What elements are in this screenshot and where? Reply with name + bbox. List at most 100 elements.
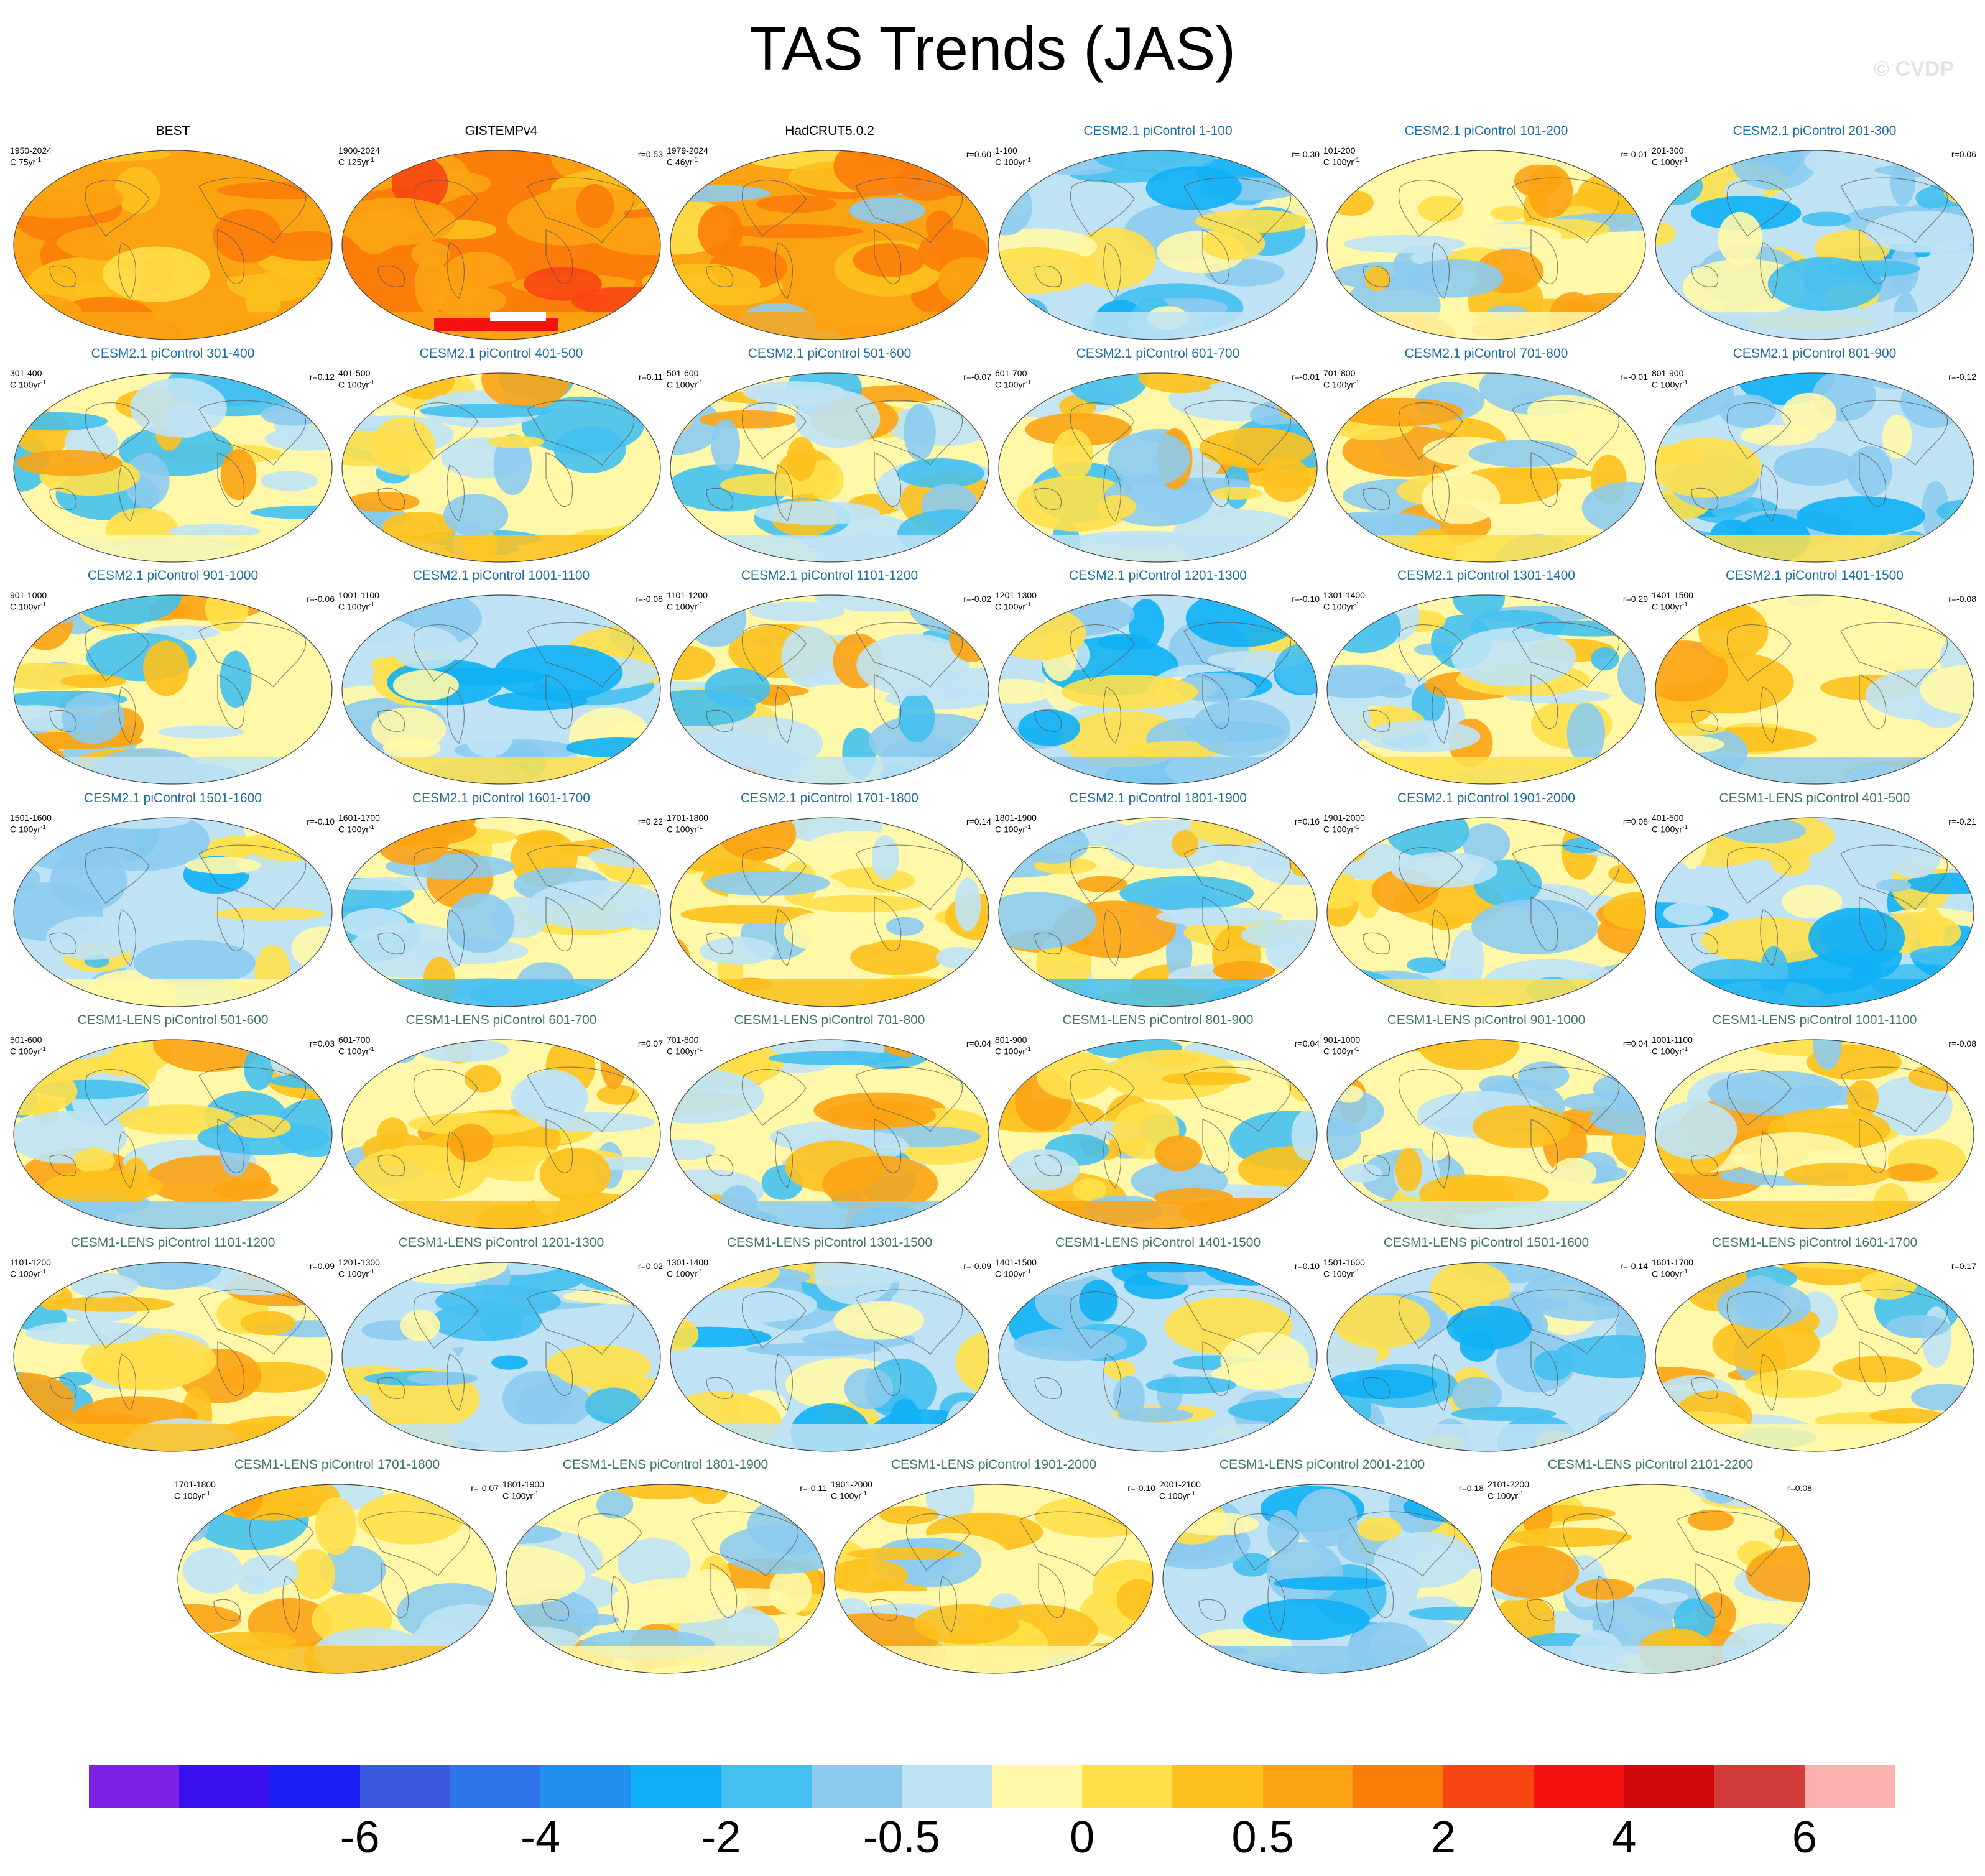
units-exponent: -1 <box>1518 1490 1524 1497</box>
robinson-map <box>13 1039 333 1229</box>
map-panel: CESM1-LENS piControl 801-900 801-900 C 100… <box>994 1013 1322 1231</box>
colorbar-swatch <box>901 1765 992 1808</box>
colorbar-tick-label: -0.5 <box>863 1813 940 1862</box>
panel-title: CESM1-LENS piControl 1301-1500 <box>726 1235 933 1250</box>
panel-units-label: C 100yr <box>338 601 369 612</box>
panel-units-label: C 100yr <box>174 1490 205 1501</box>
panel-units: C 100yr-1 <box>1323 600 1359 612</box>
panel-correlation: r=-0.06 <box>307 594 335 604</box>
robinson-map <box>998 594 1318 785</box>
panel-units-label: C 100yr <box>10 601 41 612</box>
panel-units: C 100yr-1 <box>995 823 1031 834</box>
colorbar <box>89 1765 1895 1808</box>
panel-correlation: r=0.11 <box>638 371 663 382</box>
units-exponent: -1 <box>40 1268 46 1275</box>
colorbar-tick-label: 0.5 <box>1231 1813 1294 1862</box>
panel-years: 1401-1500 <box>995 1257 1037 1267</box>
panel-title: CESM1-LENS piControl 1901-2000 <box>891 1458 1097 1472</box>
panel-correlation: r=0.53 <box>637 149 663 159</box>
panel-units: C 100yr-1 <box>1323 378 1359 390</box>
figure-title: TAS Trends (JAS) <box>749 14 1236 83</box>
panel-title: CESM2.1 piControl 1401-1500 <box>1725 568 1904 583</box>
panel-years: 1101-1200 <box>10 1257 51 1267</box>
map-panel: CESM1-LENS piControl 2001-2100 2001-2100 C… <box>1158 1458 1486 1676</box>
panel-years: 501-600 <box>10 1035 42 1045</box>
map-panel: CESM1-LENS piControl 401-500 401-500 C 100… <box>1650 790 1979 1009</box>
units-exponent: -1 <box>1354 157 1359 164</box>
panel-units: C 100yr-1 <box>1652 378 1688 390</box>
panel-units-label: C 46yr <box>667 157 693 167</box>
panel-title: CESM2.1 piControl 601-700 <box>1076 346 1240 361</box>
robinson-map <box>1655 150 1974 340</box>
units-exponent: -1 <box>1682 157 1688 164</box>
panel-title: CESM2.1 piControl 801-900 <box>1733 346 1897 361</box>
panel-units-label: C 100yr <box>667 601 698 612</box>
robinson-map <box>341 372 661 563</box>
map-panel: CESM1-LENS piControl 2101-2200 2101-2200 C… <box>1486 1458 1815 1676</box>
panel-units: C 100yr-1 <box>1652 1267 1688 1279</box>
panel-correlation: r=-0.02 <box>963 594 991 604</box>
panel-units: C 100yr-1 <box>502 1489 539 1501</box>
panel-years: 1201-1300 <box>995 590 1037 600</box>
panel-units: C 100yr-1 <box>1323 823 1359 834</box>
panel-units-label: C 100yr <box>10 1046 41 1056</box>
units-exponent: -1 <box>697 1268 703 1275</box>
panel-title: CESM2.1 piControl 1801-1900 <box>1068 790 1247 805</box>
panel-units-label: C 100yr <box>1323 1046 1354 1056</box>
panel-correlation: r=0.60 <box>966 149 991 159</box>
panel-title: CESM1-LENS piControl 701-800 <box>734 1013 925 1027</box>
panel-units-label: C 100yr <box>1323 157 1354 167</box>
panel-title: CESM2.1 piControl 1701-1800 <box>740 790 918 805</box>
map-panel: CESM1-LENS piControl 901-1000 901-1000 C 1… <box>1322 1013 1650 1231</box>
units-exponent: -1 <box>533 1490 539 1497</box>
map-panel: HadCRUT5.0.2 1979-2024 C 46yr-1 r=0.60 <box>665 124 994 342</box>
colorbar-swatch <box>1262 1765 1354 1808</box>
colorbar-tick-label: 0 <box>1070 1813 1095 1862</box>
panel-units-label: C 100yr <box>1323 379 1354 390</box>
panel-correlation: r=-0.07 <box>471 1483 499 1493</box>
robinson-map <box>13 816 333 1007</box>
panel-units: C 100yr-1 <box>995 1045 1031 1056</box>
panel-correlation: r=0.04 <box>1622 1038 1648 1048</box>
robinson-map <box>341 150 661 340</box>
panel-units-label: C 100yr <box>10 1268 41 1279</box>
panel-years: 1-100 <box>995 146 1017 155</box>
panel-units: C 100yr-1 <box>1323 1267 1359 1279</box>
robinson-map <box>1655 1039 1974 1229</box>
panel-title: CESM1-LENS piControl 1801-1900 <box>562 1458 769 1472</box>
panel-units: C 100yr-1 <box>995 155 1031 167</box>
map-panel: GISTEMPv4 1900-2024 C 125yr-1 r=0.53 <box>337 124 665 342</box>
panel-units-label: C 100yr <box>502 1490 534 1501</box>
panel-years: 1900-2024 <box>338 146 380 155</box>
panel-years: 1301-1400 <box>667 1257 708 1267</box>
map-panel: CESM1-LENS piControl 1801-1900 1801-1900 C… <box>501 1458 830 1676</box>
panel-years: 1101-1200 <box>667 590 708 600</box>
panel-years: 1001-1100 <box>338 590 379 600</box>
panel-years: 1601-1700 <box>338 812 380 823</box>
panel-units: C 100yr-1 <box>10 823 46 834</box>
panel-title: BEST <box>155 124 190 138</box>
units-exponent: -1 <box>1682 1268 1688 1275</box>
panel-title: CESM1-LENS piControl 2001-2100 <box>1219 1458 1425 1472</box>
panel-correlation: r=-0.07 <box>963 371 991 382</box>
panel-title: CESM1-LENS piControl 801-900 <box>1062 1013 1254 1027</box>
colorbar-swatch <box>269 1765 361 1808</box>
map-panel: CESM2.1 piControl 1301-1400 1301-1400 C 10… <box>1322 568 1650 787</box>
units-exponent: -1 <box>1025 823 1031 831</box>
units-exponent: -1 <box>40 823 46 831</box>
panel-correlation: r=-0.01 <box>1620 149 1648 159</box>
panel-units: C 100yr-1 <box>10 600 46 612</box>
panel-correlation: r=0.08 <box>1622 816 1648 826</box>
colorbar-swatch <box>1172 1765 1264 1808</box>
panel-correlation: r=-0.08 <box>1948 1038 1976 1048</box>
colorbar-tick-label: -4 <box>520 1813 561 1862</box>
panel-units-label: C 100yr <box>1652 1046 1683 1056</box>
panel-title: CESM1-LENS piControl 2101-2200 <box>1547 1458 1754 1472</box>
robinson-map <box>834 1484 1154 1674</box>
panel-title: CESM1-LENS piControl 401-500 <box>1719 790 1910 805</box>
map-panel: BEST 1950-2024 C 75yr-1 <box>9 124 337 342</box>
panel-years: 1979-2024 <box>667 146 708 155</box>
units-exponent: -1 <box>35 157 42 164</box>
panel-units-label: C 100yr <box>338 1268 369 1279</box>
panel-units: C 100yr-1 <box>1488 1489 1524 1501</box>
